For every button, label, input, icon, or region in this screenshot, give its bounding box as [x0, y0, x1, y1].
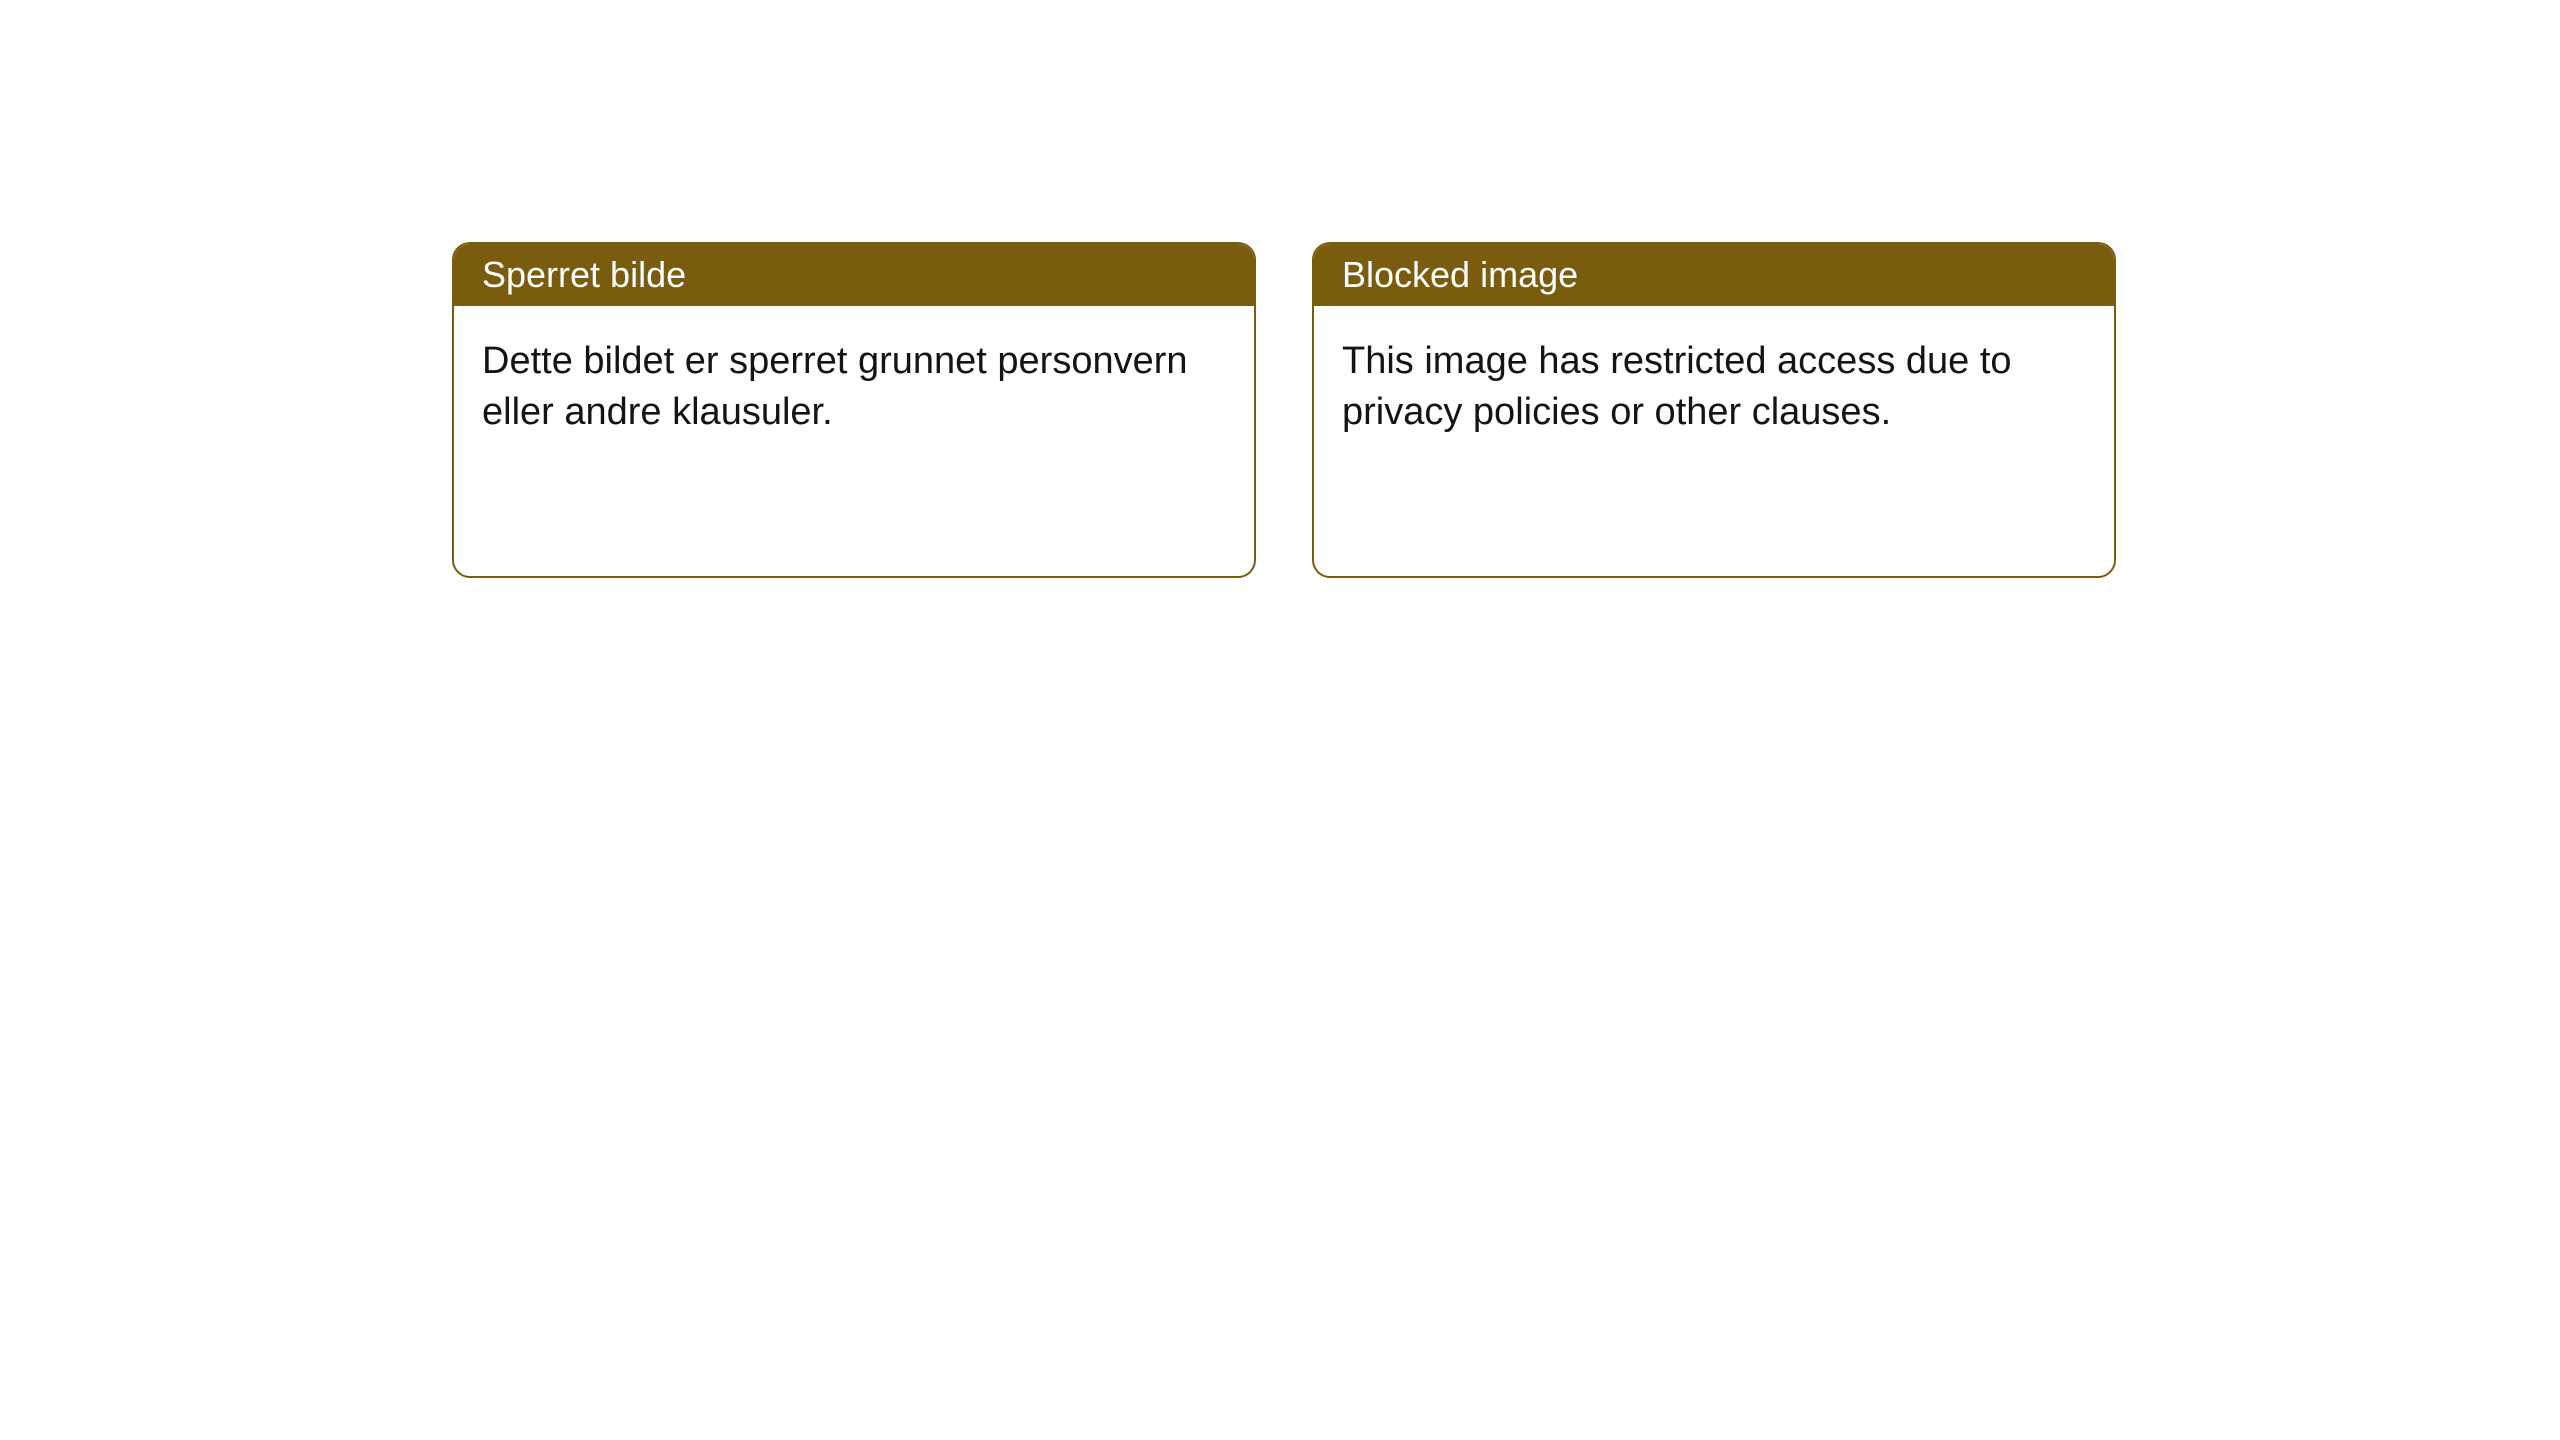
notice-body: This image has restricted access due to … [1314, 306, 2114, 576]
notice-title: Sperret bilde [482, 254, 686, 295]
notice-container: Sperret bilde Dette bildet er sperret gr… [0, 0, 2560, 578]
notice-header: Sperret bilde [454, 244, 1254, 306]
notice-body: Dette bildet er sperret grunnet personve… [454, 306, 1254, 576]
notice-card-norwegian: Sperret bilde Dette bildet er sperret gr… [452, 242, 1256, 578]
notice-message: Dette bildet er sperret grunnet personve… [482, 340, 1188, 433]
notice-header: Blocked image [1314, 244, 2114, 306]
notice-card-english: Blocked image This image has restricted … [1312, 242, 2116, 578]
notice-title: Blocked image [1342, 254, 1578, 295]
notice-message: This image has restricted access due to … [1342, 340, 2012, 433]
